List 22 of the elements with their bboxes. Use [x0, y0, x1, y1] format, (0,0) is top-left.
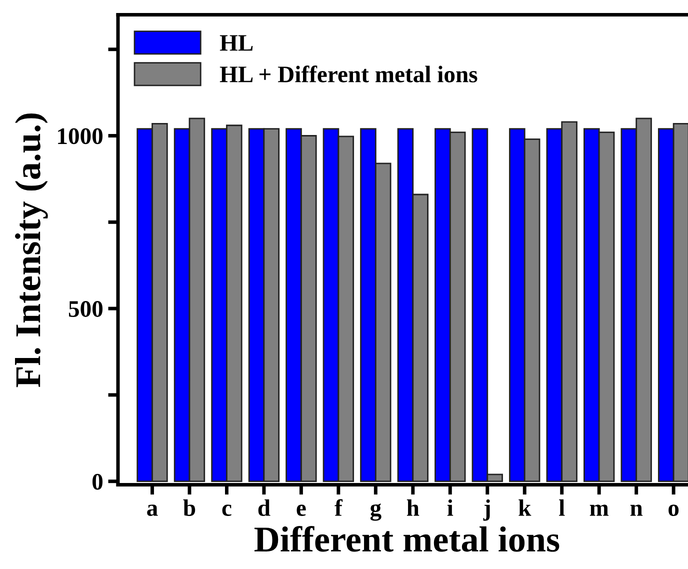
- x-tick-label: k: [518, 499, 532, 516]
- x-tick-label: m: [590, 504, 609, 516]
- y-tick-label: 1000: [58, 128, 103, 144]
- legend-label: HL + Different metal ions: [220, 66, 478, 82]
- y-tick-label: 500: [68, 301, 103, 317]
- x-tick-label: c: [222, 504, 232, 516]
- x-tick-label: f: [334, 499, 343, 516]
- x-tick-label: h: [406, 499, 420, 516]
- x-tick-label: o: [668, 504, 679, 516]
- x-tick-label: l: [559, 499, 565, 516]
- x-tick-label: i: [447, 499, 454, 516]
- y-axis-title: Fl. Intensity (a.u.): [15, 113, 48, 388]
- x-tick-label: a: [147, 504, 158, 516]
- legend-label: HL: [220, 35, 253, 51]
- x-tick-label: j: [483, 499, 490, 521]
- x-tick-label: g: [370, 503, 382, 521]
- x-tick-label: e: [296, 504, 306, 516]
- x-tick-label: n: [630, 504, 643, 516]
- y-tick-label: 0: [92, 474, 103, 490]
- x-tick-label: b: [183, 499, 196, 516]
- x-axis-title: Different metal ions: [254, 526, 560, 552]
- x-tick-label: d: [258, 499, 270, 516]
